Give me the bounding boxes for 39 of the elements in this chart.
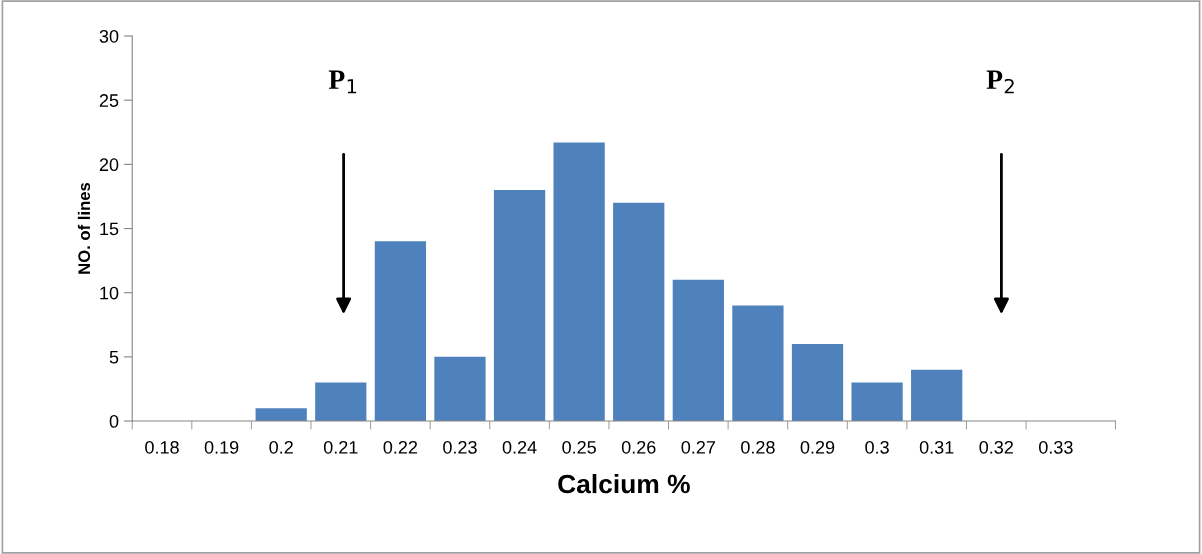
x-tick-label: 0.29 — [800, 440, 835, 454]
x-tick-label: 0.19 — [204, 440, 239, 454]
bar — [672, 279, 724, 422]
bar — [315, 382, 367, 422]
x-tick-label: 0.27 — [681, 440, 715, 454]
x-tick-label: 0.23 — [443, 440, 477, 454]
bar — [493, 190, 546, 422]
bar — [553, 142, 605, 422]
y-tick-label: 20 — [99, 158, 119, 172]
x-tick-label: 0.18 — [145, 440, 179, 454]
x-tick-label: 0.3 — [865, 440, 889, 454]
bar — [911, 369, 963, 422]
annotation: P$_{2}$ — [986, 70, 1014, 94]
x-tick-label: 0.28 — [741, 440, 775, 454]
bar — [255, 408, 307, 422]
x-tick-label: 0.32 — [979, 440, 1013, 454]
bar — [732, 305, 784, 422]
x-tick-label: 0.22 — [383, 440, 418, 454]
bar — [374, 241, 426, 422]
x-tick-label: 0.24 — [502, 440, 537, 454]
y-tick-label: 30 — [99, 29, 119, 43]
x-axis-title: Calcium % — [558, 473, 690, 494]
y-tick-label: 0 — [109, 414, 119, 428]
x-tick-label: 0.33 — [1039, 440, 1073, 454]
x-tick-label: 0.31 — [919, 440, 954, 454]
annotation: P$_{1}$ — [328, 70, 357, 94]
x-tick-label: 0.25 — [562, 440, 596, 454]
x-tick-label: 0.26 — [621, 440, 656, 454]
y-axis-title: NO. of lines — [77, 182, 91, 274]
y-tick-label: 25 — [99, 94, 119, 107]
y-tick-label: 10 — [100, 286, 119, 300]
bar — [613, 202, 665, 422]
x-tick-label: 0.2 — [269, 440, 293, 454]
x-tick-label: 0.21 — [323, 440, 358, 454]
bar — [791, 344, 844, 422]
bar — [851, 382, 903, 422]
bar — [434, 356, 486, 422]
y-tick-label: 15 — [100, 222, 119, 236]
y-tick-label: 5 — [109, 350, 119, 364]
